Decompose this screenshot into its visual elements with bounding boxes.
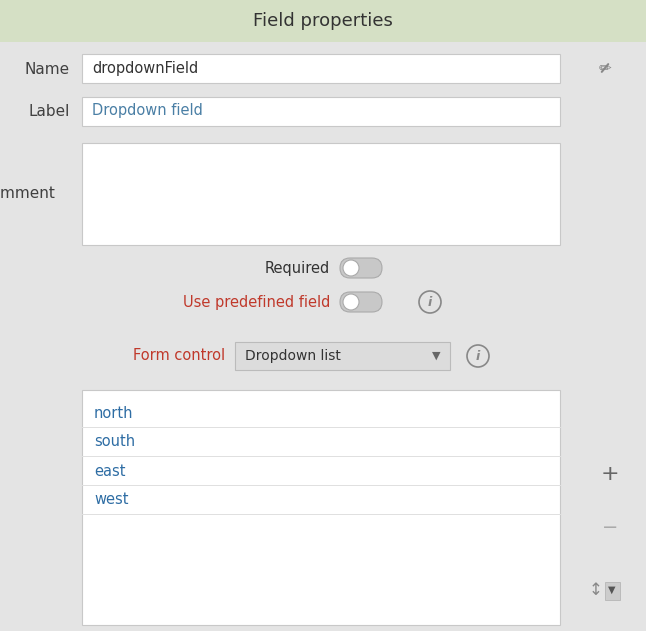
Circle shape — [343, 294, 359, 310]
Text: dropdownField: dropdownField — [92, 61, 198, 76]
Text: ✏: ✏ — [599, 61, 611, 76]
FancyBboxPatch shape — [340, 292, 382, 312]
FancyBboxPatch shape — [0, 0, 646, 42]
Text: south: south — [94, 435, 135, 449]
Text: Dropdown list: Dropdown list — [245, 349, 341, 363]
Text: Field properties: Field properties — [253, 12, 393, 30]
Text: Name: Name — [25, 61, 70, 76]
Text: i: i — [476, 350, 480, 362]
Text: Form control: Form control — [133, 348, 225, 363]
Text: ▼: ▼ — [432, 351, 441, 361]
Text: +: + — [601, 464, 620, 484]
Text: Label: Label — [28, 103, 70, 119]
FancyBboxPatch shape — [340, 258, 382, 278]
Text: Use predefined field: Use predefined field — [183, 295, 330, 309]
Text: Dropdown field: Dropdown field — [92, 103, 203, 119]
FancyBboxPatch shape — [82, 143, 560, 245]
FancyBboxPatch shape — [605, 582, 620, 600]
FancyBboxPatch shape — [82, 97, 560, 126]
Text: ▼: ▼ — [609, 585, 616, 595]
Text: west: west — [94, 493, 129, 507]
FancyBboxPatch shape — [235, 342, 450, 370]
Text: ↕: ↕ — [589, 581, 603, 599]
Text: Comment: Comment — [0, 186, 55, 201]
FancyBboxPatch shape — [82, 54, 560, 83]
Text: i: i — [428, 295, 432, 309]
Text: east: east — [94, 464, 125, 478]
Text: Required: Required — [265, 261, 330, 276]
Text: −: − — [602, 517, 618, 536]
Circle shape — [343, 260, 359, 276]
Text: north: north — [94, 406, 134, 420]
FancyBboxPatch shape — [82, 390, 560, 625]
